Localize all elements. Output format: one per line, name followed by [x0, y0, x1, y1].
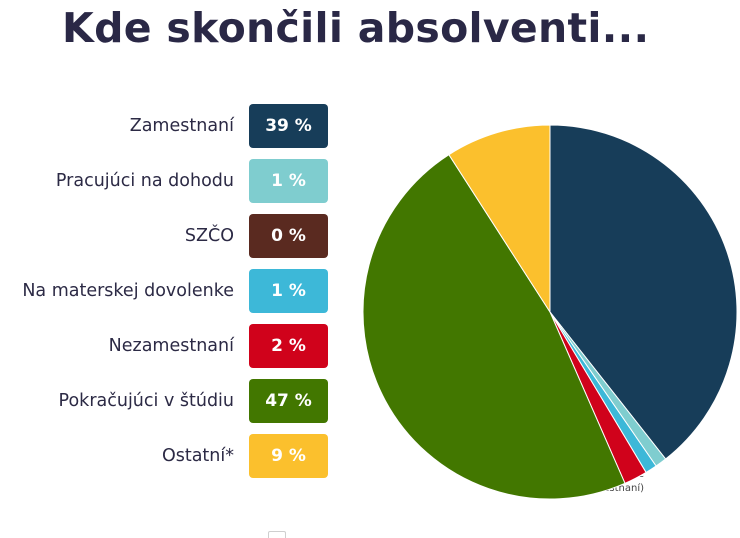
legend-label: Na materskej dovolenke [22, 281, 234, 301]
legend-value-badge: 1 % [249, 159, 328, 203]
legend-value-badge: 9 % [249, 434, 328, 478]
legend-label: Zamestnaní [129, 116, 234, 136]
legend-row: Ostatní* 9 % [0, 434, 330, 478]
legend-row: SZČO 0 % [0, 214, 330, 258]
legend-value-badge: 0 % [249, 214, 328, 258]
pie-slice [448, 124, 551, 314]
legend-value-badge: 1 % [249, 269, 328, 313]
legend-value-badge: 39 % [249, 104, 328, 148]
legend-label: Ostatní* [161, 446, 234, 466]
legend-value-badge: 47 % [249, 379, 328, 423]
pie-slice [549, 124, 738, 460]
pie-chart [362, 124, 738, 500]
legend-row: Nezamestnaní 2 % [0, 324, 330, 368]
legend-label: Nezamestnaní [108, 336, 234, 356]
legend-label: Pracujúci na dohodu [55, 171, 234, 191]
legend-value-badge: 2 % [249, 324, 328, 368]
pie-slice [362, 153, 626, 500]
legend-label: Pokračujúci v štúdiu [58, 391, 234, 411]
legend-row: Zamestnaní 39 % [0, 104, 330, 148]
page-title: Kde skončili absolventi... [62, 4, 650, 52]
legend-row: Pracujúci na dohodu 1 % [0, 159, 330, 203]
legend-row: Pokračujúci v štúdiu 47 % [0, 379, 330, 423]
legend-row: Na materskej dovolenke 1 % [0, 269, 330, 313]
legend-label: SZČO [184, 226, 234, 246]
